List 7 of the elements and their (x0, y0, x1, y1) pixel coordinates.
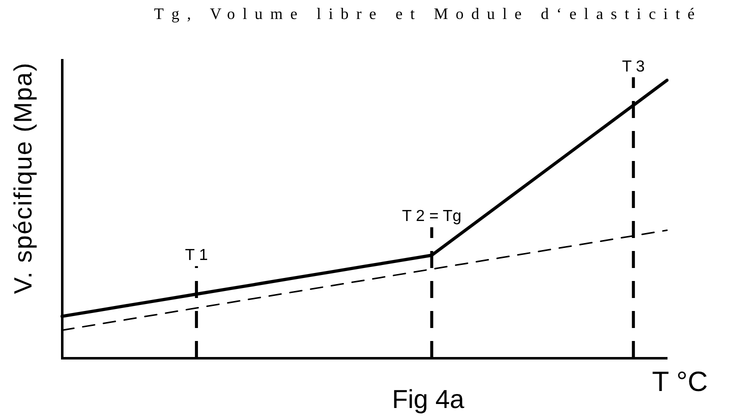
chart-title: Tg, Volume libre et Module d‘elasticité (154, 6, 702, 24)
x-axis-title: T °C (652, 366, 708, 398)
x-tick-label: T 1 (185, 247, 208, 264)
caption: Fig 4a (392, 384, 464, 415)
x-tick-label: T 2 = Tg (402, 208, 462, 226)
x-tick-label: T 3 (622, 58, 645, 76)
y-axis-title: V. spécifique (Mpa) (10, 62, 38, 294)
